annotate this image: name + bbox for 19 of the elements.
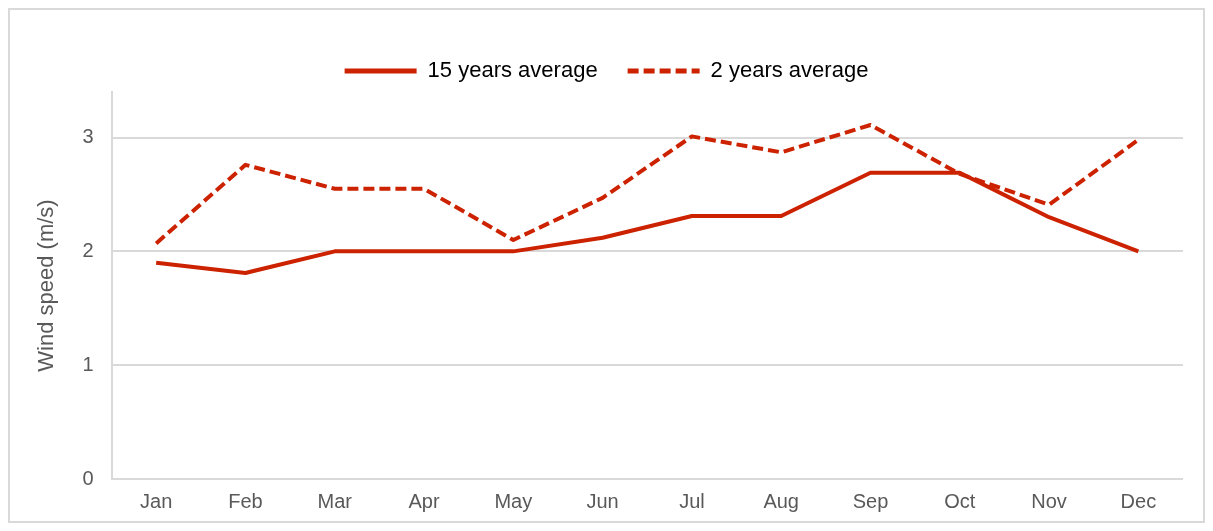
x-tick-label: Nov: [1031, 489, 1067, 512]
x-tick-label: Feb: [228, 489, 263, 512]
x-tick-label: Sep: [852, 489, 889, 512]
x-tick-label: Aug: [763, 489, 799, 512]
x-tick-label: Jan: [140, 489, 173, 512]
x-tick-label: Jul: [679, 489, 705, 512]
y-tick-label: 2: [82, 238, 94, 261]
legend-label: 15 years average: [427, 57, 598, 83]
y-tick-label: 1: [82, 352, 94, 375]
x-tick-label: Jun: [586, 489, 619, 512]
y-tick-label: 3: [82, 125, 94, 148]
x-tick-label: Apr: [408, 489, 440, 512]
legend-label: 2 years average: [710, 57, 869, 83]
x-tick-label: Dec: [1120, 489, 1157, 512]
x-tick-label: May: [494, 489, 533, 512]
x-tick-label: Oct: [944, 489, 976, 512]
y-axis-title: Wind speed (m/s): [33, 199, 59, 372]
y-tick-label: 0: [82, 466, 94, 489]
x-tick-label: Mar: [317, 489, 353, 512]
